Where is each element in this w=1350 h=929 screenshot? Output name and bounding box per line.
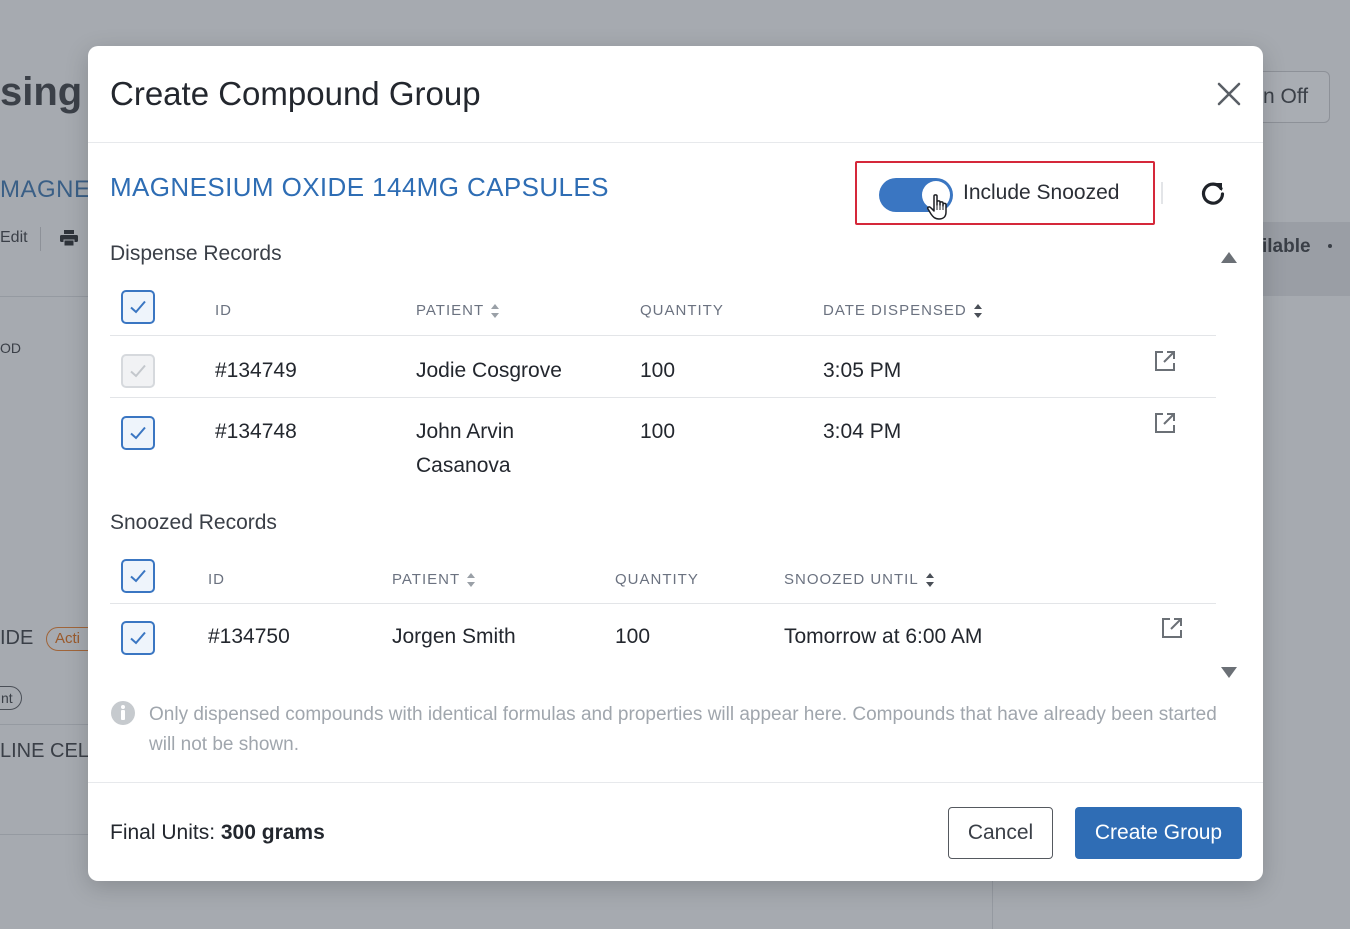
row-patient-line2: Casanova: [416, 454, 511, 477]
background-type-badge: nt: [0, 686, 22, 710]
external-link-icon[interactable]: [1153, 411, 1177, 435]
modal-footer: Final Units: 300 grams Cancel Create Gro…: [88, 782, 1263, 881]
background-off-button-label: n Off: [1263, 85, 1309, 108]
background-dot: [1328, 244, 1332, 248]
column-quantity: QUANTITY: [640, 302, 724, 319]
table-header: ID PATIENT QUANTITY DATE DISPENSED: [110, 284, 1216, 336]
scroll-up-arrow-icon[interactable]: [1220, 250, 1238, 264]
column-patient[interactable]: PATIENT: [416, 302, 500, 319]
row-quantity: 100: [615, 625, 651, 648]
info-note: Only dispensed compounds with identical …: [149, 704, 1217, 755]
column-quantity: QUANTITY: [615, 571, 699, 588]
close-icon[interactable]: [1214, 79, 1244, 109]
create-group-button[interactable]: Create Group: [1075, 807, 1242, 859]
row-checkbox-134750[interactable]: [121, 621, 155, 655]
external-link-icon[interactable]: [1160, 616, 1184, 640]
column-snoozed-until[interactable]: SNOOZED UNTIL: [784, 571, 935, 588]
background-line-label: LINE CEL: [0, 740, 89, 762]
row-id: #134748: [215, 420, 297, 443]
modal-header: Create Compound Group: [88, 46, 1263, 143]
column-patient-label: PATIENT: [416, 302, 485, 319]
background-rule-3: [0, 834, 88, 835]
row-date: 3:04 PM: [823, 420, 902, 443]
check-icon: [130, 569, 146, 583]
background-divider: [40, 227, 41, 251]
row-id: #134749: [215, 359, 297, 382]
select-all-dispense-checkbox[interactable]: [121, 290, 155, 324]
info-icon: [111, 701, 135, 725]
background-item-name: IDE: [0, 627, 34, 649]
background-availability-band: ilable: [1262, 222, 1350, 296]
background-available-label: ilable: [1262, 236, 1311, 257]
column-date-label: DATE DISPENSED: [823, 302, 967, 319]
check-icon: [130, 300, 146, 314]
snoozed-records-heading: Snoozed Records: [110, 511, 277, 534]
header-divider: [1161, 182, 1163, 204]
check-icon: [130, 631, 146, 645]
cancel-button[interactable]: Cancel: [948, 807, 1053, 859]
row-patient-line1: John Arvin: [416, 420, 515, 443]
sort-icon: [925, 573, 934, 588]
modal-title: Create Compound Group: [110, 75, 481, 112]
scroll-down-arrow-icon[interactable]: [1220, 666, 1238, 680]
row-checkbox-134749: [121, 354, 155, 388]
row-divider: [110, 397, 1216, 398]
include-snoozed-label: Include Snoozed: [963, 181, 1120, 204]
table-header: ID PATIENT QUANTITY SNOOZED UNTIL: [110, 553, 1216, 604]
background-label-od: OD: [0, 340, 21, 356]
background-drug-name: MAGNE: [0, 176, 91, 203]
dispense-records-heading: Dispense Records: [110, 242, 282, 265]
row-patient: Jorgen Smith: [392, 625, 516, 648]
row-date: 3:05 PM: [823, 359, 902, 382]
row-id: #134750: [208, 625, 290, 648]
column-date-dispensed[interactable]: DATE DISPENSED: [823, 302, 983, 319]
check-icon: [130, 426, 146, 440]
drug-name: MAGNESIUM OXIDE 144MG CAPSULES: [110, 172, 609, 202]
background-edit-link: Edit: [0, 229, 28, 246]
row-quantity: 100: [640, 420, 676, 443]
check-icon: [130, 364, 146, 378]
row-quantity: 100: [640, 359, 676, 382]
column-patient-label: PATIENT: [392, 571, 461, 588]
column-id: ID: [208, 571, 225, 588]
background-column-divider: [992, 880, 993, 929]
create-compound-group-modal: Create Compound Group MAGNESIUM OXIDE 14…: [88, 46, 1263, 881]
background-rule-2: [0, 724, 88, 725]
sort-icon: [973, 304, 982, 319]
sort-icon: [467, 573, 476, 588]
row-snoozed-until: Tomorrow at 6:00 AM: [784, 625, 983, 648]
row-patient: Jodie Cosgrove: [416, 359, 562, 382]
background-rule: [0, 296, 88, 297]
row-checkbox-134748[interactable]: [121, 416, 155, 450]
column-patient[interactable]: PATIENT: [392, 571, 476, 588]
refresh-icon[interactable]: [1199, 179, 1227, 207]
include-snoozed-highlight: Include Snoozed: [855, 161, 1155, 225]
final-units-value: 300 grams: [220, 821, 325, 844]
page-heading-fragment: sing: [0, 70, 83, 114]
external-link-icon[interactable]: [1153, 349, 1177, 373]
column-id: ID: [215, 302, 232, 319]
column-until-label: SNOOZED UNTIL: [784, 571, 919, 588]
hand-cursor-icon: [927, 194, 947, 220]
final-units: Final Units: 300 grams: [110, 821, 325, 845]
final-units-label: Final Units:: [110, 821, 216, 844]
select-all-snoozed-checkbox[interactable]: [121, 559, 155, 593]
sort-icon: [491, 304, 500, 319]
printer-icon: [60, 230, 78, 246]
